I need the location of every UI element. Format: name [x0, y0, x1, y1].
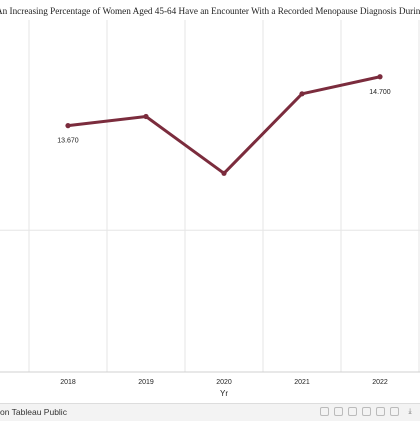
data-point-2021[interactable] — [299, 91, 305, 97]
pause-icon[interactable] — [376, 407, 385, 416]
data-label-2018: 13.670 — [57, 138, 79, 145]
footer-toolbar: ⤓ — [320, 407, 416, 416]
footer-label: on Tableau Public — [0, 407, 67, 417]
chart-series-line[interactable] — [66, 75, 382, 175]
data-point-2019[interactable] — [143, 113, 149, 120]
x-tick-label-2018: 2018 — [60, 379, 76, 386]
refresh-icon[interactable] — [362, 407, 371, 416]
chart-title: An Increasing Percentage of Women Aged 4… — [0, 6, 420, 16]
share-icon[interactable] — [390, 407, 399, 416]
data-point-2018[interactable] — [65, 123, 71, 129]
x-axis-title: Yr — [220, 389, 228, 398]
x-tick-label-2019: 2019 — [138, 379, 154, 386]
chart-points[interactable] — [65, 74, 383, 176]
data-point-2022[interactable] — [377, 74, 383, 80]
chart-data-labels: 13.670 14.700 — [57, 89, 391, 145]
download-icon[interactable]: ⤓ — [408, 408, 412, 415]
x-tick-label-2022: 2022 — [372, 379, 388, 386]
undo-icon[interactable] — [320, 407, 329, 416]
redo-icon[interactable] — [334, 407, 343, 416]
data-label-2022: 14.700 — [369, 89, 391, 96]
chart-grid — [0, 20, 420, 373]
x-tick-label-2021: 2021 — [294, 379, 310, 386]
series-line[interactable] — [66, 75, 382, 175]
x-tick-label-2020: 2020 — [216, 379, 232, 386]
tableau-footer: on Tableau Public ⤓ — [0, 403, 420, 421]
data-point-2020[interactable] — [221, 170, 227, 176]
revert-icon[interactable] — [348, 407, 357, 416]
chart-x-axis: 201720182019202020212022 — [60, 379, 388, 386]
